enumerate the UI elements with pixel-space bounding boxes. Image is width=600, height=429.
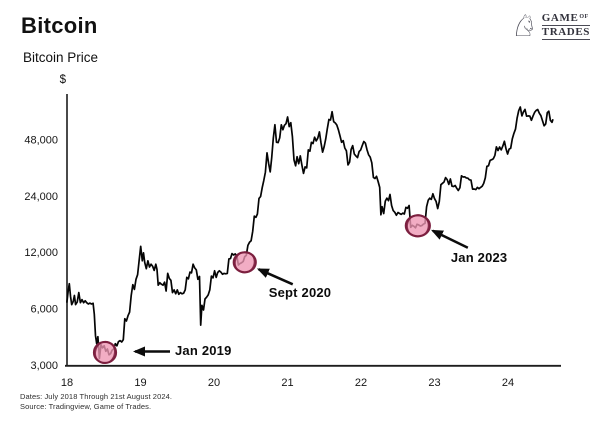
footnote-dates: Dates: July 2018 Through 21st August 202… (20, 392, 173, 401)
logo-divider (541, 25, 590, 26)
x-tick-label: 23 (428, 377, 440, 389)
annotation-label-sept-2020: Sept 2020 (268, 285, 332, 301)
x-tick-label: 22 (355, 377, 367, 389)
x-tick-label: 20 (208, 377, 220, 389)
chart-subtitle: Bitcoin Price (23, 50, 99, 65)
y-axis-unit-label: $ (59, 74, 66, 86)
brand-word-game: GAME (541, 12, 579, 24)
y-tick-label: 6,000 (30, 304, 58, 316)
highlight-circle-sketch (406, 214, 430, 238)
y-tick-label: 48,000 (24, 134, 58, 146)
price-line (66, 106, 554, 360)
annotation-label-jan-2019: Jan 2019 (175, 343, 232, 359)
y-tick-label: 12,000 (24, 247, 58, 259)
highlight-circle-sketch (234, 251, 255, 274)
brand-word-trades: TRADES (541, 26, 590, 38)
brand-wordmark: GAME OF TRADES (541, 12, 590, 41)
logo-divider (541, 39, 590, 40)
x-tick-label: 19 (134, 377, 146, 389)
brand-word-of: OF (579, 14, 589, 20)
x-tick-label: 18 (61, 377, 73, 389)
x-tick-label: 24 (502, 377, 514, 389)
annotation-label-jan-2023: Jan 2023 (450, 249, 508, 265)
page-title: Bitcoin (21, 13, 98, 38)
annotation-arrow (431, 229, 469, 249)
x-tick-label: 21 (281, 377, 293, 389)
brand-logo: ♘ GAME OF TRADES (511, 9, 590, 44)
annotation-arrow (256, 268, 294, 286)
y-tick-label: 3,000 (30, 360, 58, 372)
y-tick-label: 24,000 (24, 191, 58, 203)
footnote-source: Source: Tradingview, Game of Trades. (20, 402, 152, 411)
highlight-circle-sketch (94, 340, 116, 364)
chart-footnote: Dates: July 2018 Through 21st August 202… (20, 392, 172, 412)
